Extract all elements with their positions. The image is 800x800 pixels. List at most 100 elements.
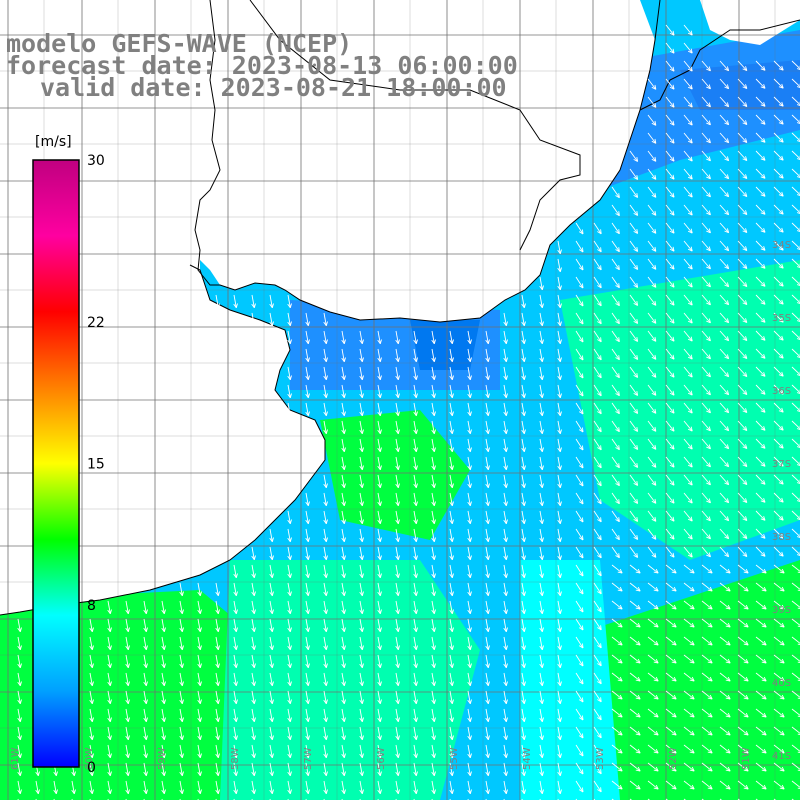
- wind-arrow: [431, 762, 436, 777]
- wind-arrow: [467, 420, 472, 435]
- wind-arrow: [629, 780, 641, 790]
- wind-arrow: [647, 708, 659, 718]
- wind-arrow: [521, 330, 526, 345]
- wind-arrow: [665, 24, 675, 36]
- wind-arrow: [143, 762, 148, 777]
- wind-arrow: [629, 474, 639, 486]
- wind-arrow: [467, 618, 472, 633]
- wind-arrow: [629, 186, 639, 198]
- wind-arrow: [17, 780, 22, 795]
- wind-arrow: [323, 654, 328, 669]
- wind-arrow: [431, 438, 436, 453]
- wind-arrow: [629, 330, 639, 342]
- wind-arrow: [485, 438, 490, 453]
- wind-arrow: [683, 348, 693, 360]
- wind-arrow: [557, 330, 562, 345]
- wind-arrow: [377, 510, 382, 525]
- wind-arrow: [287, 618, 292, 633]
- wind-arrow: [719, 582, 731, 592]
- wind-arrow: [449, 582, 454, 597]
- wind-arrow: [575, 294, 584, 307]
- wind-arrow: [431, 600, 436, 615]
- wind-arrow: [467, 690, 472, 705]
- wind-arrow: [485, 564, 490, 579]
- wind-arrow: [683, 168, 693, 180]
- wind-arrow: [17, 744, 22, 759]
- wind-arrow: [431, 348, 436, 363]
- wind-arrow: [611, 636, 623, 646]
- wind-arrow: [377, 762, 382, 777]
- wind-arrow: [737, 654, 749, 664]
- wind-arrow: [17, 708, 22, 723]
- longitude-label: 59W: [157, 747, 168, 770]
- wind-arrow: [485, 456, 490, 471]
- wind-arrow: [269, 636, 274, 651]
- longitude-label: 55W: [449, 747, 460, 770]
- wind-arrow: [719, 240, 730, 252]
- wind-arrow: [449, 510, 454, 525]
- wind-arrow: [143, 672, 148, 687]
- wind-arrow: [737, 474, 748, 485]
- wind-arrow: [755, 258, 766, 269]
- wind-arrow: [323, 330, 328, 345]
- wind-arrow: [341, 492, 346, 507]
- wind-arrow: [593, 528, 602, 541]
- wind-arrow: [737, 366, 748, 377]
- wind-arrow: [377, 402, 382, 417]
- wind-arrow: [611, 708, 623, 718]
- wind-arrow: [719, 474, 730, 486]
- wind-arrow: [503, 528, 508, 543]
- wind-arrow: [197, 744, 202, 759]
- wind-arrow: [431, 582, 436, 597]
- wind-arrow: [323, 564, 328, 579]
- wind-arrow: [683, 420, 693, 432]
- wind-arrow: [359, 528, 364, 543]
- wind-arrow: [521, 636, 526, 651]
- wind-arrow: [755, 96, 766, 107]
- wind-arrow: [341, 366, 346, 381]
- wind-arrow: [701, 744, 713, 754]
- wind-arrow: [395, 780, 400, 795]
- wind-arrow: [611, 762, 623, 772]
- wind-arrow: [701, 60, 711, 72]
- wind-arrow: [503, 330, 508, 345]
- wind-arrow: [485, 780, 490, 795]
- wind-arrow: [161, 600, 166, 615]
- wind-arrow: [755, 708, 767, 718]
- wind-arrow: [737, 204, 748, 215]
- wind-arrow: [701, 96, 711, 108]
- wind-arrow: [305, 402, 310, 417]
- wind-arrow: [125, 708, 130, 723]
- wind-arrow: [413, 402, 418, 417]
- wind-arrow: [611, 726, 623, 736]
- wind-arrow: [305, 582, 310, 597]
- wind-arrow: [575, 348, 584, 361]
- wind-arrow: [161, 690, 166, 705]
- wind-arrow: [431, 654, 436, 669]
- coastline-river-inland: [249, 0, 581, 251]
- wind-arrow: [503, 654, 508, 669]
- wind-arrow: [683, 114, 693, 126]
- wind-arrow: [377, 690, 382, 705]
- wind-arrow: [89, 708, 94, 723]
- field-zone-northeast-core: [680, 60, 800, 110]
- wind-arrow: [17, 672, 22, 687]
- wind-arrow: [125, 744, 130, 759]
- wind-arrow: [719, 132, 730, 144]
- wind-arrow: [683, 222, 693, 234]
- wind-arrow: [683, 42, 693, 54]
- wind-arrow: [251, 618, 256, 633]
- wind-arrow: [665, 384, 675, 396]
- wind-arrow: [431, 744, 436, 759]
- wind-arrow: [629, 582, 641, 592]
- wind-arrow: [593, 708, 602, 721]
- wind-arrow: [503, 582, 508, 597]
- wind-arrow: [431, 420, 436, 435]
- wind-arrow: [215, 780, 220, 795]
- wind-arrow: [611, 258, 620, 271]
- wind-arrow: [359, 654, 364, 669]
- wind-arrow: [359, 474, 364, 489]
- wind-arrow: [215, 600, 220, 615]
- wind-arrow: [521, 384, 526, 399]
- wind-arrow: [647, 420, 657, 432]
